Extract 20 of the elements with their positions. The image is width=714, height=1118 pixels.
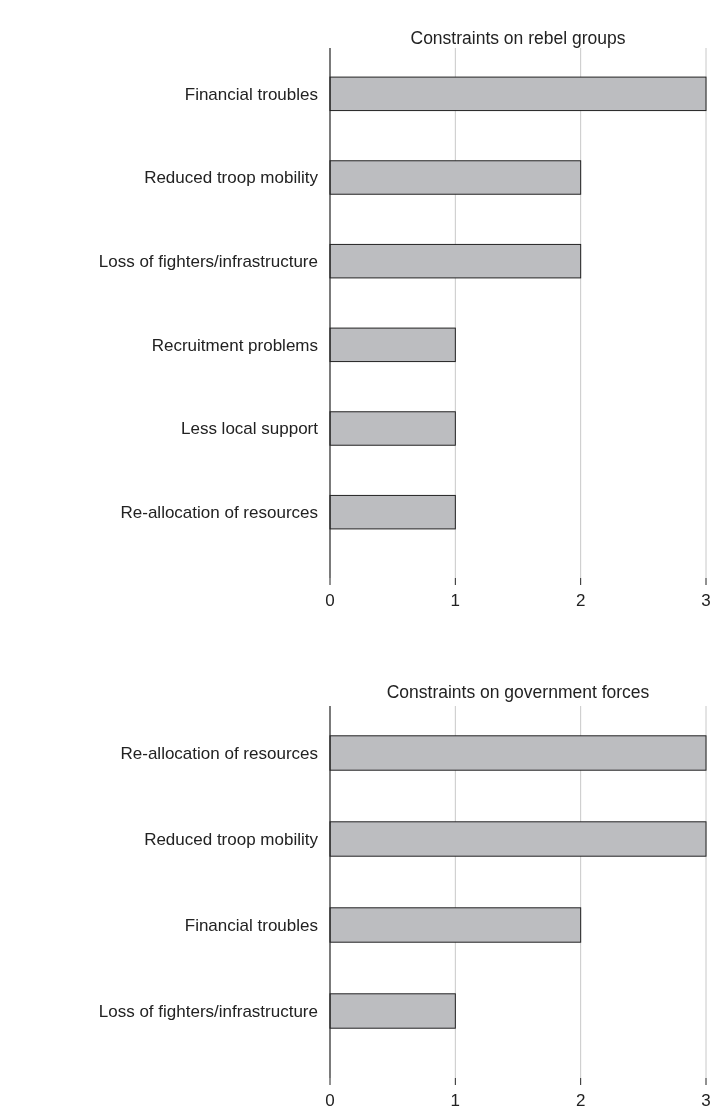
x-tick-label: 0 <box>325 1091 335 1110</box>
x-tick-label: 0 <box>325 591 335 610</box>
x-tick-label: 3 <box>701 591 711 610</box>
y-tick-label: Financial troubles <box>184 915 318 935</box>
y-tick-label: Re-allocation of resources <box>120 743 318 763</box>
y-tick-label: Loss of fighters/infrastructure <box>98 252 318 272</box>
x-tick-label: 3 <box>701 1091 711 1110</box>
x-tick-label: 1 <box>450 591 461 610</box>
y-tick-label: Loss of fighters/infrastructure <box>98 1001 318 1021</box>
x-tick-label: 2 <box>575 1091 586 1110</box>
y-tick-label: Re-allocation of resources <box>120 503 318 523</box>
x-tick-label: 2 <box>575 591 586 610</box>
y-tick-label: Financial troubles <box>184 84 318 104</box>
chart-title: Constraints on rebel groups <box>410 28 626 48</box>
y-tick-label: Recruitment problems <box>151 335 318 355</box>
y-tick-label: Less local support <box>180 419 319 439</box>
chart-title: Constraints on government forces <box>386 682 650 702</box>
x-tick-label: 1 <box>450 1091 461 1110</box>
y-tick-label: Reduced troop mobility <box>144 829 319 849</box>
y-tick-label: Reduced troop mobility <box>144 168 319 188</box>
